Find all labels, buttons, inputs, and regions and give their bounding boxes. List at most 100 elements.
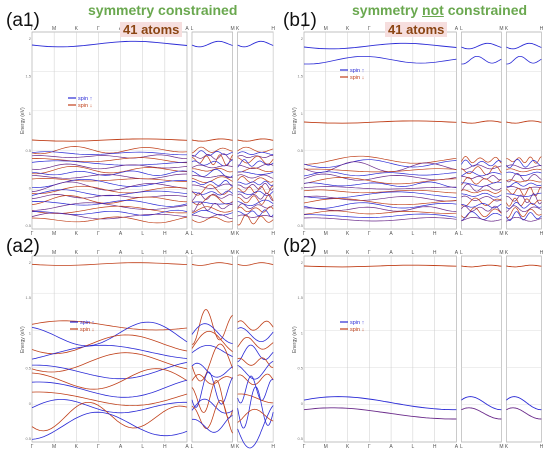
band-a2 (191, 398, 233, 414)
band-b1 (461, 171, 502, 177)
tick-label-bottom-a1: L (191, 231, 194, 237)
legend-label-spin-down: spin ↓ (350, 75, 365, 81)
panel-label-a2: (a2) (6, 236, 40, 257)
band-spin-up-a1 (191, 40, 233, 48)
tick-label-bottom-a2: M (231, 444, 235, 450)
band-a1 (237, 206, 274, 213)
band-b1 (303, 186, 457, 190)
band-a1 (31, 173, 188, 180)
tick-label-bottom-a2: L (141, 444, 144, 450)
tick-label-top-b2: L (460, 250, 463, 256)
tick-label-top-b2: L (411, 250, 414, 256)
tick-label-bottom-a1: Γ (97, 231, 100, 237)
band-a2 (31, 320, 188, 331)
tick-label-bottom-a1: K (75, 231, 79, 237)
band-b1 (506, 216, 542, 222)
tick-label-bottom-b1: K (346, 231, 350, 237)
band-a1 (237, 151, 274, 155)
band-a2 (237, 386, 274, 429)
band-b1 (461, 205, 502, 213)
band-a1 (237, 214, 274, 226)
band-b1 (303, 195, 457, 202)
legend-label-spin-up: spin ↑ (350, 68, 365, 74)
band-b1 (506, 173, 542, 183)
tick-label-top-b1: M (499, 26, 503, 32)
y-tick-a2: 0 (29, 401, 32, 406)
y-tick-b1: 0.5 (297, 148, 303, 153)
tick-label-top-a2: L (141, 250, 144, 256)
band-b1 (506, 164, 542, 169)
tick-label-bottom-b2: Γ (303, 444, 306, 450)
y-tick-b1: 0.5 (297, 223, 303, 228)
tick-label-top-a2: H (163, 250, 167, 256)
band-a2 (237, 408, 274, 423)
panel-label-b2: (b2) (283, 236, 317, 257)
band-a1 (31, 212, 188, 220)
tick-label-bottom-a1: A (185, 231, 189, 237)
tick-label-top-b1: K (346, 26, 350, 32)
legend-label-spin-up: spin ↑ (78, 96, 93, 102)
tick-label-bottom-a2: M (52, 444, 56, 450)
band-a1 (191, 206, 233, 214)
header-right-atoms: 41 atoms (385, 22, 448, 37)
y-tick-a1: 1.5 (25, 73, 31, 78)
band-b1 (506, 159, 542, 169)
tick-label-bottom-a1: H (163, 231, 167, 237)
header-right-title-post: constrained (443, 2, 528, 18)
band-spin-up-b2 (506, 407, 542, 420)
header-right-title: symmetry not constrained (352, 2, 527, 18)
band-a1 (237, 174, 274, 179)
band-spin-down-a2 (31, 262, 188, 266)
y-tick-b2: 0.5 (297, 366, 303, 371)
band-b1 (461, 159, 502, 167)
tick-label-bottom-b1: M (324, 231, 328, 237)
band-a1 (31, 216, 188, 224)
band-a1 (237, 194, 274, 205)
tick-label-bottom-b1: Γ (368, 231, 371, 237)
y-tick-a1: 2 (29, 36, 32, 41)
y-tick-b2: 0.5 (297, 436, 303, 441)
band-b1 (506, 186, 542, 197)
band-b1 (461, 217, 502, 222)
band-a2 (31, 334, 188, 355)
band-a1 (191, 192, 233, 201)
band-a1 (192, 167, 233, 173)
y-tick-a1: 0.5 (25, 223, 31, 228)
tick-label-top-b1: Γ (303, 26, 306, 32)
band-spin-down-b2 (506, 264, 542, 268)
band-a2 (31, 399, 187, 414)
band-a2 (31, 344, 188, 360)
band-b1 (303, 168, 457, 173)
tick-label-bottom-a1: M (52, 231, 56, 237)
band-a1 (31, 160, 188, 166)
y-tick-a1: 1 (29, 111, 32, 116)
band-b1 (461, 156, 502, 164)
band-b1 (303, 159, 457, 168)
band-a1 (31, 195, 188, 205)
band-a1 (31, 194, 188, 199)
header-right-title-pre: symmetry (352, 2, 423, 18)
band-b1 (506, 171, 542, 176)
band-a2 (31, 402, 188, 432)
band-a1 (237, 214, 274, 218)
band-b1 (506, 193, 542, 205)
band-spin-down-a1 (31, 138, 188, 142)
band-a1 (192, 214, 233, 220)
tick-label-bottom-a1: M (231, 231, 235, 237)
band-b1 (303, 181, 457, 188)
band-b1 (461, 175, 502, 181)
segment-frame-b2 (506, 255, 542, 443)
plot-a1: Energy (eV)21.510.500.5ΓΓMMKKΓΓAALLHHAAL… (20, 26, 275, 237)
band-a1 (31, 163, 188, 170)
band-a1 (31, 185, 188, 195)
band-a1 (191, 176, 233, 183)
band-a2 (31, 411, 188, 440)
band-spin-up-b1 (506, 56, 542, 65)
band-b1 (461, 181, 502, 187)
band-b1 (461, 165, 502, 176)
band-b1 (506, 156, 542, 164)
tick-label-top-a2: K (236, 250, 240, 256)
tick-label-bottom-b1: L (411, 231, 414, 237)
band-b1 (303, 210, 457, 215)
band-spin-down-a2 (237, 262, 274, 266)
